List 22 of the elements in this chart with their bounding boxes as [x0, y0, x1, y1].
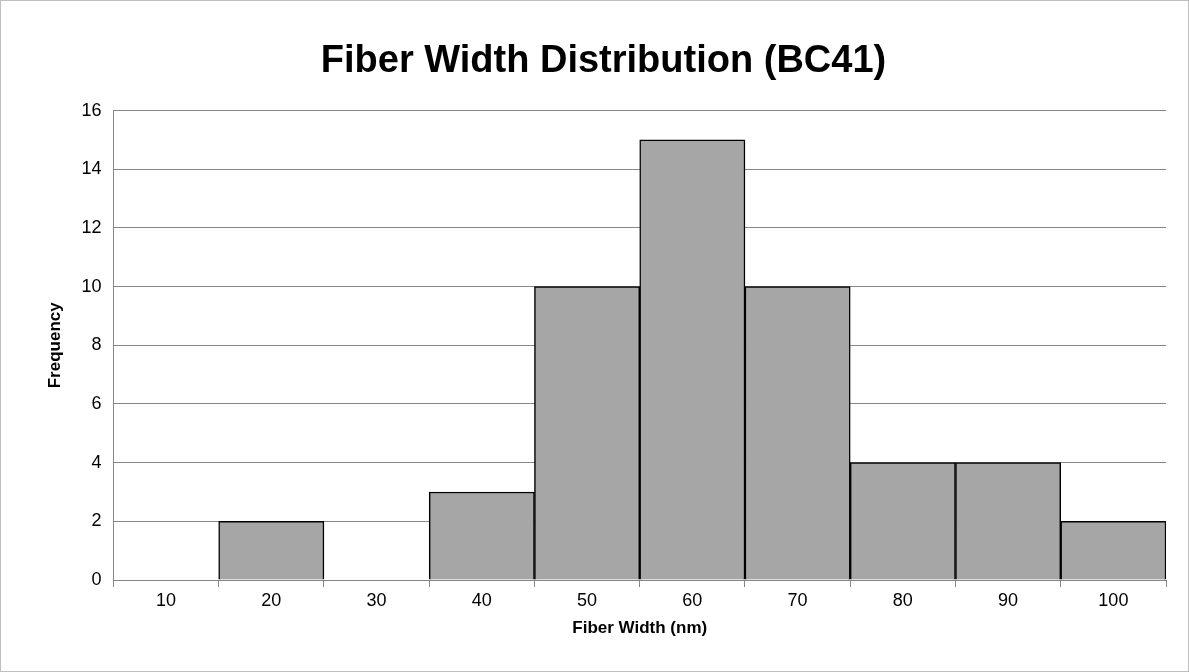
- y-tick-label: 8: [91, 334, 102, 355]
- x-tick-label: 100: [1098, 589, 1129, 610]
- x-tick-label: 30: [366, 589, 387, 610]
- x-tick-label: 20: [261, 589, 282, 610]
- y-tick-label: 0: [91, 568, 102, 589]
- chart-title: Fiber Width Distribution (BC41): [320, 38, 887, 81]
- x-tick-label: 40: [471, 589, 492, 610]
- y-axis-title: Frequency: [44, 301, 64, 389]
- y-tick-label: 12: [81, 216, 102, 237]
- x-tick-label: 90: [998, 589, 1019, 610]
- x-tick-label: 80: [892, 589, 913, 610]
- x-tick-label: 50: [577, 589, 598, 610]
- x-tick-label: 60: [682, 589, 703, 610]
- x-axis-title: Fiber Width (nm): [572, 618, 708, 638]
- y-tick-label: 6: [91, 392, 102, 413]
- y-tick-label: 10: [81, 275, 102, 296]
- y-tick-label: 14: [81, 158, 102, 179]
- x-tick-label: 70: [787, 589, 808, 610]
- y-tick-label: 2: [91, 510, 102, 531]
- y-tick-label: 4: [91, 451, 102, 472]
- y-tick-label: 16: [81, 99, 102, 120]
- x-tick-label: 10: [156, 589, 177, 610]
